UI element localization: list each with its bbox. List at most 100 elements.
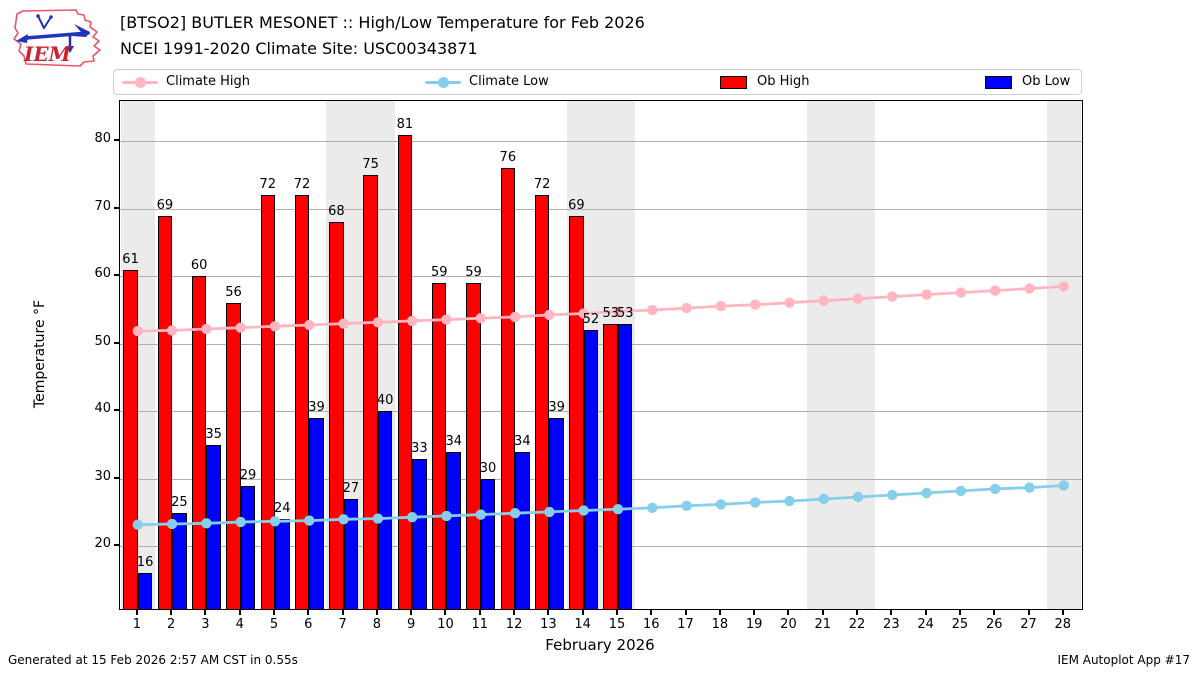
x-tick-mark	[650, 610, 653, 615]
ob-high-value-label: 75	[362, 157, 379, 173]
ob-low-value-label: 40	[376, 393, 394, 409]
x-tick-mark	[410, 610, 413, 615]
climate-high-marker	[269, 321, 281, 332]
climate-high-marker	[990, 285, 1001, 296]
x-tick-mark	[958, 610, 961, 615]
ob-high-value-label: 60	[190, 258, 208, 274]
iowa-outline	[13, 9, 101, 67]
ob-low-value-label: 34	[445, 433, 463, 449]
ob-low-bar	[515, 451, 530, 609]
climate-low-marker	[818, 493, 829, 505]
x-tick-label: 11	[471, 617, 489, 632]
x-tick-label: 19	[745, 617, 763, 632]
climate-high-marker	[1058, 281, 1069, 292]
y-tick-mark	[114, 341, 119, 344]
x-tick-mark	[547, 610, 550, 615]
climate-high-marker	[818, 295, 829, 306]
climate-low-marker	[304, 515, 315, 526]
ob-low-bar	[309, 418, 324, 609]
climate-high-marker	[784, 297, 795, 308]
y-axis-title: Temperature °F	[32, 299, 48, 409]
x-tick-label: 18	[711, 617, 729, 632]
ob-high-bar	[397, 134, 413, 609]
ob-high-value-label: 61	[122, 251, 139, 267]
y-tick-label: 40	[94, 401, 111, 417]
y-tick-mark	[114, 274, 119, 277]
gridline	[120, 478, 1082, 480]
climate-low-marker	[784, 495, 795, 507]
climate-low-marker	[475, 509, 486, 520]
ob-low-bar	[240, 485, 256, 609]
x-tick-mark	[444, 610, 447, 615]
x-tick-label: 28	[1054, 617, 1072, 632]
x-tick-label: 26	[985, 617, 1003, 632]
climate-low-marker	[441, 510, 452, 522]
climate-high-marker	[852, 293, 864, 304]
x-tick-mark	[375, 610, 378, 615]
ob-low-value-label: 52	[582, 312, 600, 328]
climate-high-marker	[407, 315, 418, 327]
y-tick-mark	[114, 409, 119, 412]
ob-low-bar	[412, 458, 427, 609]
ob-high-bar	[534, 195, 550, 609]
iem-logo: IEM	[13, 9, 101, 67]
ob-low-value-label: 25	[171, 494, 188, 510]
ob-low-value-label: 34	[514, 433, 531, 449]
ob-high-value-label: 56	[225, 285, 242, 301]
x-tick-label: 4	[235, 617, 244, 632]
y-tick-label: 20	[94, 536, 111, 552]
climate-low-marker	[338, 514, 349, 525]
x-tick-label: 24	[917, 617, 934, 632]
ob-low-value-label: 16	[136, 555, 154, 571]
climate-high-marker	[235, 322, 246, 333]
climate-high-marker-icon	[135, 77, 146, 88]
x-tick-mark	[135, 610, 138, 615]
legend-label-climate-low: Climate Low	[469, 74, 549, 89]
ob-high-value-label: 72	[259, 177, 277, 193]
x-tick-mark	[753, 610, 756, 615]
ob-low-bar	[172, 512, 187, 609]
ob-high-value-label: 72	[293, 177, 311, 193]
climate-lines	[132, 281, 1069, 530]
app-credit: IEM Autoplot App #17	[1057, 653, 1190, 667]
ob-low-bar	[377, 411, 393, 609]
x-tick-label: 3	[201, 617, 210, 632]
climate-high-marker	[372, 317, 384, 328]
climate-high-marker	[304, 319, 315, 331]
y-tick-label: 80	[94, 131, 111, 147]
legend-label-ob-low: Ob Low	[1022, 74, 1071, 89]
weekend-band	[1046, 101, 1081, 609]
climate-high-line	[137, 285, 1064, 333]
x-tick-mark	[684, 610, 687, 615]
ob-high-value-label: 72	[533, 177, 551, 193]
climate-low-marker	[955, 485, 967, 497]
climate-low-marker	[201, 518, 212, 529]
ob-low-patch-swatch	[985, 76, 1012, 89]
ob-low-bar	[343, 499, 359, 609]
x-tick-mark	[821, 610, 824, 615]
climate-high-marker	[887, 291, 898, 302]
x-tick-label: 13	[540, 617, 557, 632]
climate-high-marker	[475, 313, 486, 324]
climate-high-marker	[441, 314, 452, 325]
x-tick-label: 15	[608, 617, 626, 632]
climate-high-marker	[338, 318, 349, 329]
x-tick-mark	[204, 610, 207, 615]
x-tick-label: 25	[951, 617, 969, 632]
x-tick-label: 10	[437, 617, 454, 632]
y-tick-label: 60	[94, 266, 111, 282]
legend-label-ob-high: Ob High	[757, 74, 810, 89]
ob-high-value-label: 76	[499, 150, 517, 166]
climate-low-marker	[1024, 482, 1035, 493]
ob-high-bar	[157, 215, 173, 609]
x-tick-mark	[890, 610, 893, 615]
gridline	[120, 276, 1082, 278]
x-tick-mark	[273, 610, 276, 615]
x-tick-label: 5	[269, 617, 279, 632]
x-tick-label: 9	[407, 617, 416, 632]
ob-high-bar	[466, 283, 481, 609]
x-tick-mark	[238, 610, 241, 615]
x-tick-label: 2	[166, 617, 176, 632]
climate-low-marker	[852, 491, 864, 503]
